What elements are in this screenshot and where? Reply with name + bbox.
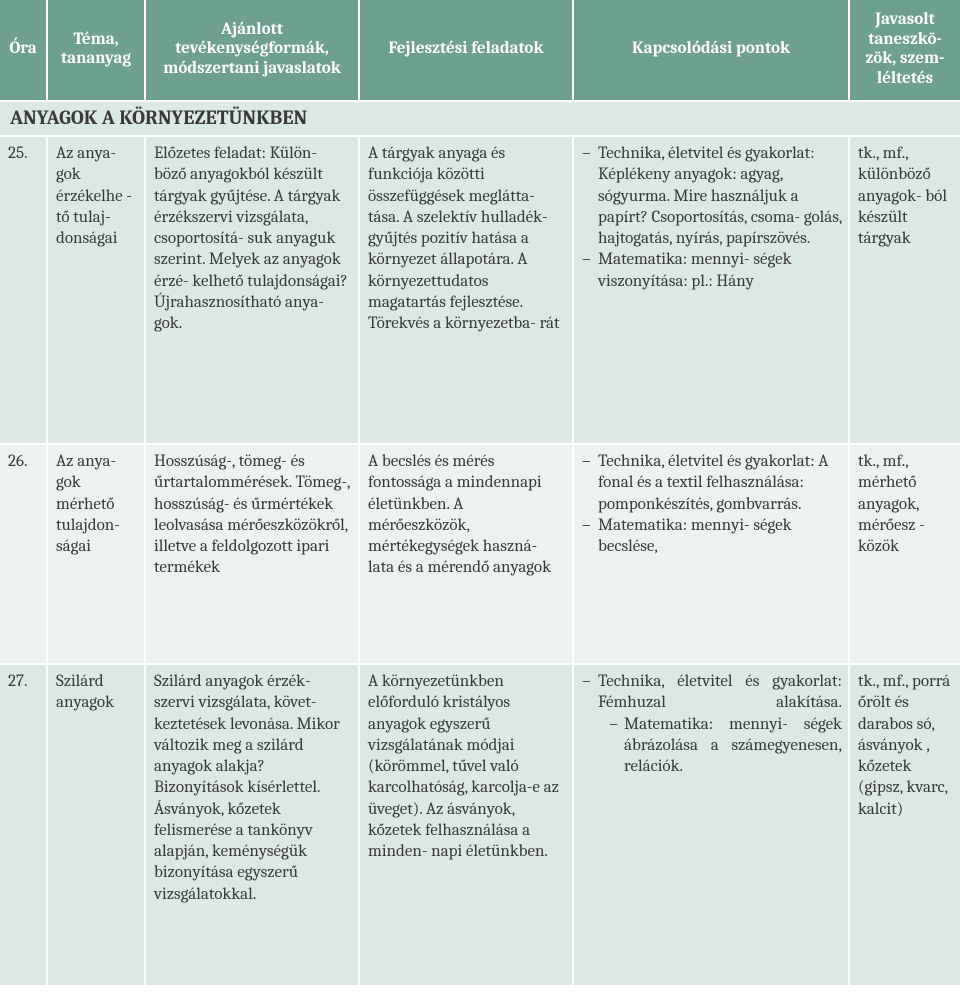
curriculum-table: Óra Téma, tananyag Ajánlott tevékenységf… [0, 0, 960, 987]
dash-icon: – [582, 249, 598, 292]
dash-icon: – [582, 515, 598, 558]
cell-fej: A tárgyak anyaga és funkciója közötti ös… [360, 137, 574, 443]
dash-icon: – [582, 143, 598, 249]
cell-tema: Az anya- gok mérhető tulajdon- ságai [48, 445, 146, 663]
table-row: 25. Az anya- gok érzékelhe - tő tulaj- d… [0, 137, 960, 445]
kap-item: – Matematika: mennyi- ségek viszonyítása… [582, 249, 842, 292]
section-title: ANYAGOK A KÖRNYEZETÜNKBEN [0, 100, 960, 137]
kap-item: – Technika, életvitel és gyakorlat: Fémh… [582, 671, 842, 714]
table-row: 27. Szilárd anyagok Szilárd anyagok érzé… [0, 665, 960, 987]
cell-kap: – Technika, életvitel és gyakorlat: Fémh… [574, 665, 850, 985]
col-header-kap: Kapcsolódási pontok [574, 0, 850, 100]
kap-item: – Matematika: mennyi- ségek ábrázolása a… [582, 714, 842, 778]
col-header-mod: Ajánlott tevékenységformák, módszertani … [146, 0, 360, 100]
kap-text: Matematika: mennyi- ségek viszonyítása: … [598, 249, 842, 292]
cell-ora: 26. [0, 445, 48, 663]
dash-icon: – [582, 714, 624, 778]
cell-tema: Szilárd anyagok [48, 665, 146, 985]
kap-item: – Technika, életvitel és gyakorlat: Képl… [582, 143, 842, 249]
cell-fej: A környezetünkben előforduló kristályos … [360, 665, 574, 985]
cell-tan: tk., mf., mérhető anyagok, mérőesz - köz… [850, 445, 960, 663]
kap-item: – Matematika: mennyi- ségek becslése, [582, 515, 842, 558]
dash-icon: – [582, 451, 598, 515]
col-header-ora: Óra [0, 0, 48, 100]
kap-text: Matematika: mennyi- ségek ábrázolása a s… [624, 714, 842, 778]
cell-kap: – Technika, életvitel és gyakorlat: A fo… [574, 445, 850, 663]
table-row: 26. Az anya- gok mérhető tulajdon- ságai… [0, 445, 960, 665]
cell-kap: – Technika, életvitel és gyakorlat: Képl… [574, 137, 850, 443]
cell-tema: Az anya- gok érzékelhe - tő tulaj- donsá… [48, 137, 146, 443]
cell-ora: 25. [0, 137, 48, 443]
cell-mod: Szilárd anyagok érzék- szervi vizsgálata… [146, 665, 360, 985]
cell-ora: 27. [0, 665, 48, 985]
kap-text: Technika, életvitel és gyakorlat: Fémhuz… [598, 671, 842, 714]
cell-mod: Hosszúság-, tömeg- és űrtartalommérések.… [146, 445, 360, 663]
table-header: Óra Téma, tananyag Ajánlott tevékenységf… [0, 0, 960, 100]
col-header-fej: Fejlesztési feladatok [360, 0, 574, 100]
kap-text: Matematika: mennyi- ségek becslése, [598, 515, 842, 558]
cell-tan: tk., mf., különböző anyagok- ból készült… [850, 137, 960, 443]
kap-text: Technika, életvitel és gyakorlat: Képlék… [598, 143, 842, 249]
cell-fej: A becslés és mérés fontossága a mindenna… [360, 445, 574, 663]
kap-text: Technika, életvitel és gyakorlat: A fona… [598, 451, 842, 515]
dash-icon: – [582, 671, 598, 714]
col-header-tema: Téma, tananyag [48, 0, 146, 100]
col-header-tan: Javasolt taneszkö- zök, szem- léltetés [850, 0, 960, 100]
kap-item: – Technika, életvitel és gyakorlat: A fo… [582, 451, 842, 515]
cell-mod: Előzetes feladat: Külön- böző anyagokból… [146, 137, 360, 443]
cell-tan: tk., mf., porrá őrölt és darabos só, ásv… [850, 665, 960, 985]
